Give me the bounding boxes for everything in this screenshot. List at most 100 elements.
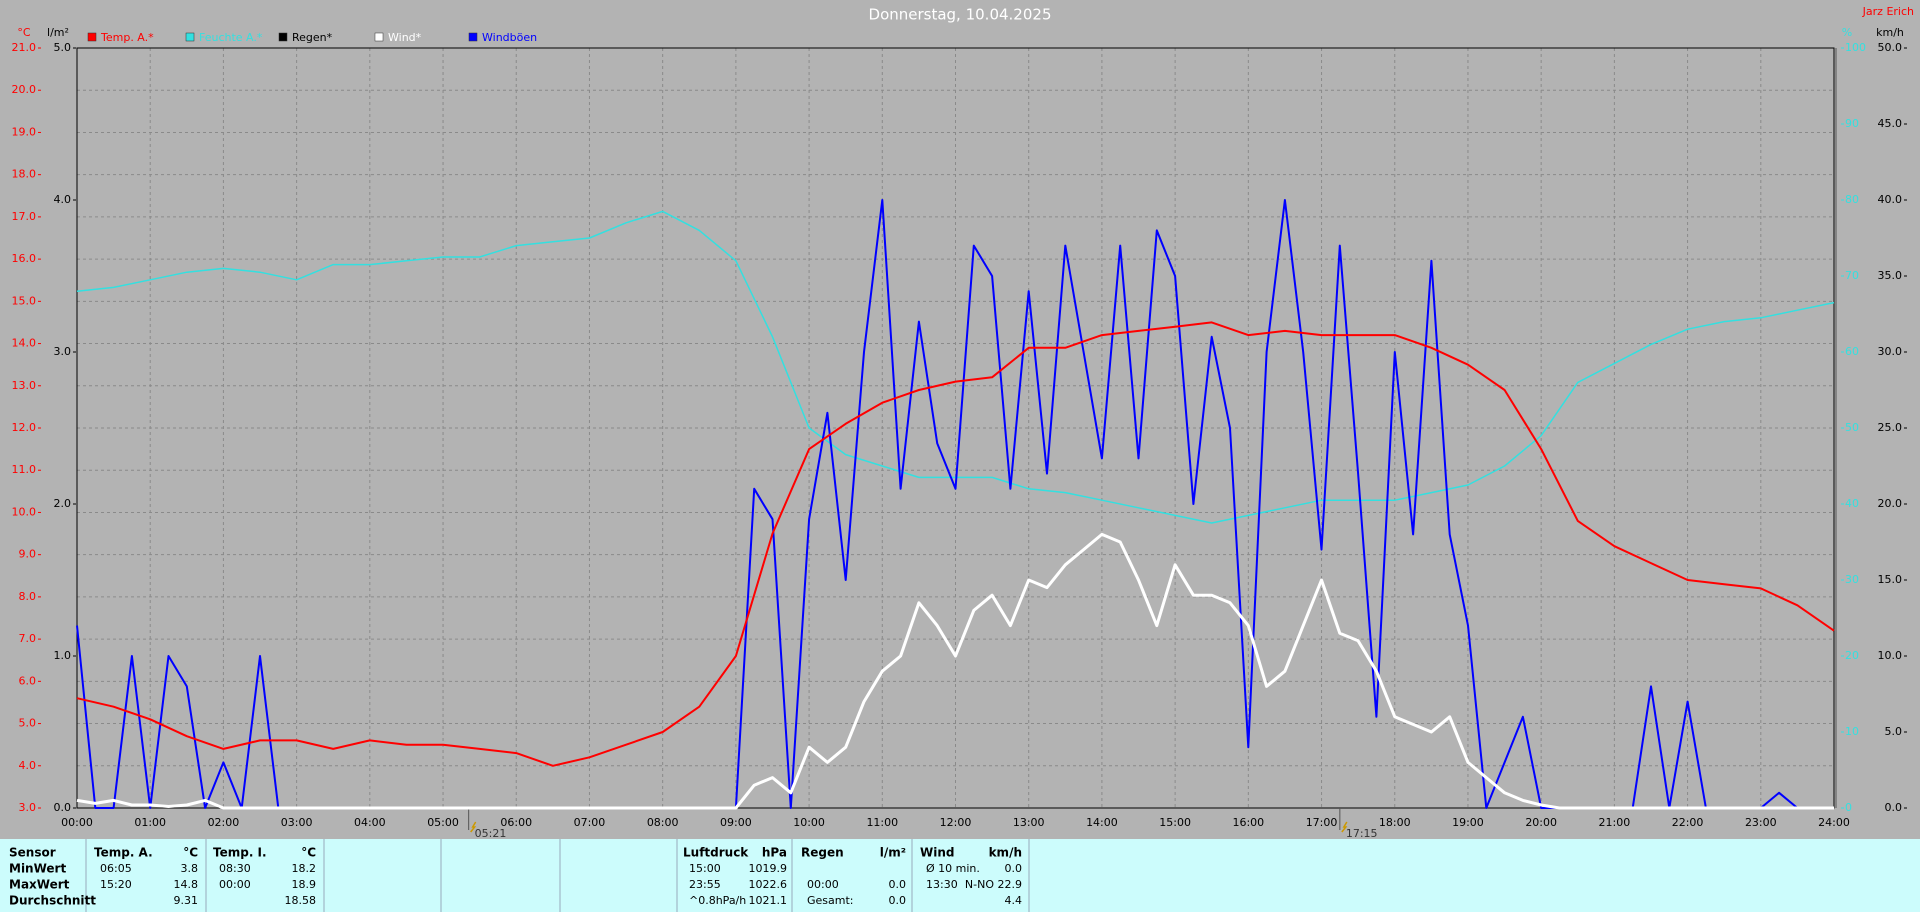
- stats-row-label: MinWert: [9, 862, 66, 876]
- yticks-label: 3.0: [19, 801, 37, 814]
- humidity_yticks-label: 60: [1845, 345, 1859, 358]
- y2ticks-label: 15.0: [1878, 573, 1903, 586]
- author: Jarz Erich: [1862, 5, 1914, 18]
- stats-panel: [0, 839, 1920, 912]
- x-tick-label: 10:00: [793, 816, 825, 829]
- yticks-label: 21.0: [12, 41, 37, 54]
- humidity_yticks-label: 20: [1845, 649, 1859, 662]
- stats-cell: ^0.8hPa/h: [689, 894, 746, 907]
- stats-cell: 13:30: [926, 878, 958, 891]
- y2ticks-label: 30.0: [1878, 345, 1903, 358]
- y2ticks-label: 50.0: [1878, 41, 1903, 54]
- stats-header: Temp. I.: [213, 846, 267, 860]
- stats-header: Regen: [801, 846, 844, 860]
- yticks-label: 14.0: [12, 337, 37, 350]
- stats-value: 1019.9: [749, 862, 788, 875]
- yticks-label: 19.0: [12, 125, 37, 138]
- x-tick-label: 12:00: [940, 816, 972, 829]
- y2ticks-label: 5.0: [1885, 725, 1903, 738]
- yticks-label: 7.0: [19, 632, 37, 645]
- stats-unit: l/m²: [880, 846, 906, 860]
- stats-cell: 06:05: [100, 862, 132, 875]
- x-tick-label: 02:00: [208, 816, 240, 829]
- chart-title: Donnerstag, 10.04.2025: [869, 6, 1052, 24]
- stats-cell: Gesamt:: [807, 894, 854, 907]
- stats-value: 14.8: [174, 878, 199, 891]
- stats-value: 3.8: [181, 862, 199, 875]
- stats-row-label: Sensor: [9, 846, 56, 860]
- y2ticks-label: 25.0: [1878, 421, 1903, 434]
- x-tick-label: 13:00: [1013, 816, 1045, 829]
- y2ticks-label: 0.0: [1885, 801, 1903, 814]
- stats-header: Wind: [920, 846, 954, 860]
- y2ticks-label: 40.0: [1878, 193, 1903, 206]
- y2ticks-label: 10.0: [1878, 649, 1903, 662]
- stats-value: 4.4: [1005, 894, 1023, 907]
- x-tick-label: 01:00: [134, 816, 166, 829]
- stats-cell: Ø 10 min.: [926, 862, 980, 875]
- yticks-label: 6.0: [19, 674, 37, 687]
- humidity_yticks-label: 40: [1845, 497, 1859, 510]
- stats-value: 18.58: [285, 894, 317, 907]
- x-tick-label: 14:00: [1086, 816, 1118, 829]
- legend-swatch: [468, 32, 478, 42]
- series-line: [76, 321, 1835, 767]
- rain_yticks-label: 0.0: [54, 801, 72, 814]
- yticks-label: 20.0: [12, 83, 37, 96]
- sun-icon: [470, 821, 477, 833]
- y2ticks-label: 20.0: [1878, 497, 1903, 510]
- x-tick-label: 22:00: [1672, 816, 1704, 829]
- y2ticks-label: 45.0: [1878, 117, 1903, 130]
- stats-unit: °C: [301, 846, 316, 860]
- legend-label: Wind*: [388, 31, 422, 44]
- stats-value: 18.2: [292, 862, 317, 875]
- stats-value: 1022.6: [749, 878, 788, 891]
- humidity_yticks-label: 50: [1845, 421, 1859, 434]
- rain_yticks-label: 5.0: [54, 41, 72, 54]
- stats-value: 0.0: [889, 878, 907, 891]
- x-tick-label: 07:00: [574, 816, 606, 829]
- plot-frame: [76, 47, 1835, 809]
- stats-header: Luftdruck: [683, 846, 749, 860]
- sun-icon: [1341, 821, 1348, 833]
- legend-swatch: [185, 32, 195, 42]
- yticks-label: 15.0: [12, 294, 37, 307]
- stats-value: 18.9: [292, 878, 317, 891]
- sun-marker-label: 05:21: [475, 827, 507, 840]
- stats-cell: 00:00: [219, 878, 251, 891]
- y2ticks-label: 35.0: [1878, 269, 1903, 282]
- x-tick-label: 05:00: [427, 816, 459, 829]
- yticks-label: 8.0: [19, 590, 37, 603]
- x-tick-label: 23:00: [1745, 816, 1777, 829]
- yticks-label: 5.0: [19, 717, 37, 730]
- stats-value: 1021.1: [749, 894, 788, 907]
- stats-cell: 08:30: [219, 862, 251, 875]
- stats-header: Temp. A.: [94, 846, 153, 860]
- temp-unit: °C: [17, 26, 31, 39]
- legend-label: Regen*: [292, 31, 333, 44]
- stats-separators: [85, 839, 1030, 912]
- legend-swatch: [87, 32, 97, 42]
- stats-row-label: MaxWert: [9, 878, 70, 892]
- humidity_yticks-label: 70: [1845, 269, 1859, 282]
- rain-unit: l/m²: [47, 26, 69, 39]
- stats-value: 9.31: [174, 894, 199, 907]
- x-tick-label: 18:00: [1379, 816, 1411, 829]
- stats-unit: hPa: [762, 846, 787, 860]
- x-tick-label: 24:00: [1818, 816, 1850, 829]
- stats-value: 0.0: [889, 894, 907, 907]
- yticks-label: 10.0: [12, 505, 37, 518]
- x-tick-label: 17:00: [1306, 816, 1338, 829]
- humidity-unit: %: [1842, 26, 1852, 39]
- rain_yticks-label: 2.0: [54, 497, 72, 510]
- x-tick-label: 06:00: [500, 816, 532, 829]
- stats-cell: 15:20: [100, 878, 132, 891]
- humidity_yticks-label: 30: [1845, 573, 1859, 586]
- x-tick-label: 16:00: [1232, 816, 1264, 829]
- legend-label: Temp. A.*: [100, 31, 154, 44]
- humidity_yticks-label: 90: [1845, 117, 1859, 130]
- x-tick-label: 15:00: [1159, 816, 1191, 829]
- yticks-label: 12.0: [12, 421, 37, 434]
- series-line: [76, 532, 1834, 810]
